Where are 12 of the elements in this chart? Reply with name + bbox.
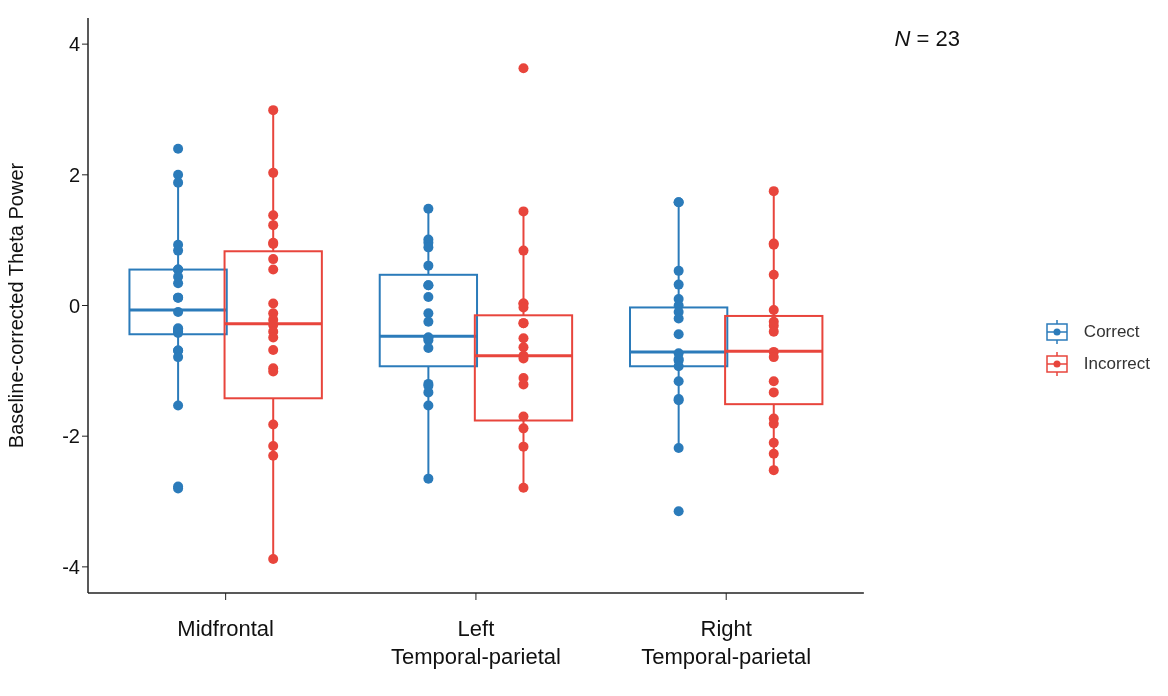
x-tick-label: Left Temporal-parietal (390, 616, 561, 669)
legend-label: Incorrect (1083, 354, 1150, 374)
text: N = 23 (894, 26, 960, 51)
y-tick-label: 2 (68, 163, 80, 186)
x-tick-label: Right Temporal-parietal (641, 616, 812, 669)
y-tick-label: 4 (68, 33, 80, 56)
y-tick-label: 0 (68, 294, 80, 317)
y-axis-title: Baseline-corrected Theta Power (5, 162, 28, 449)
y-tick-label: -4 (62, 555, 80, 578)
x-tick-label: Midfrontal (177, 616, 274, 641)
legend-label: Correct (1083, 322, 1140, 342)
y-tick-label: -2 (62, 425, 80, 448)
